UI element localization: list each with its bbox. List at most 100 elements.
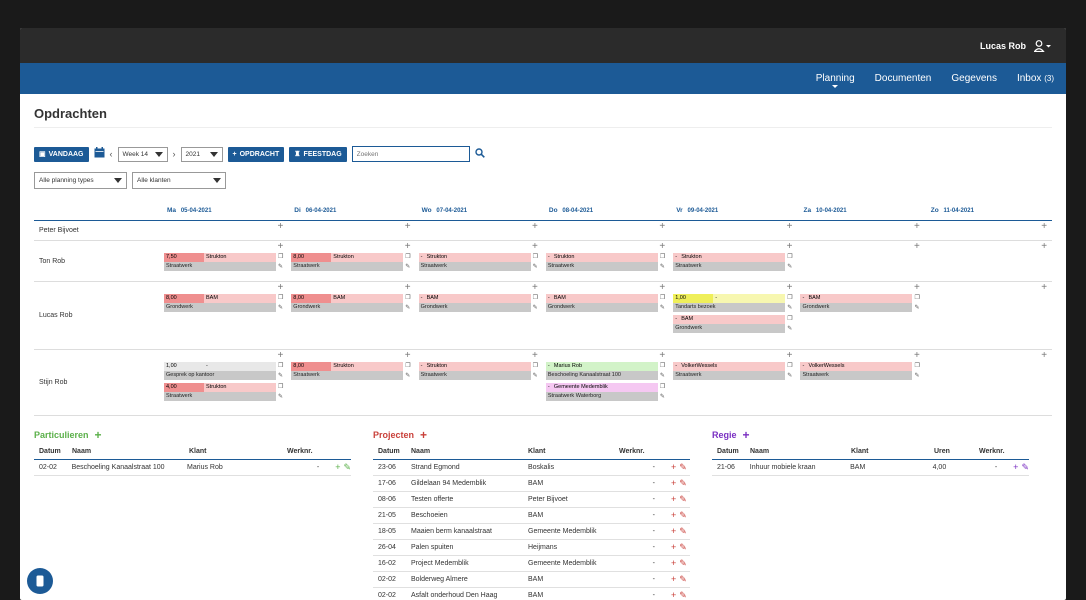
pencil-icon[interactable]: ✎ — [405, 305, 411, 311]
holiday-button[interactable]: ♜ FEESTDAG — [289, 146, 347, 162]
add-entry-icon[interactable]: + — [659, 282, 666, 293]
table-row[interactable]: 02-02 Asfalt onderhoud Den Haag BAM - + ✎ — [373, 588, 690, 600]
pencil-icon[interactable]: ✎ — [679, 478, 687, 488]
pencil-icon[interactable]: ✎ — [679, 526, 687, 536]
pencil-icon[interactable]: ✎ — [679, 574, 687, 584]
copy-icon[interactable]: ❐ — [914, 295, 920, 301]
table-row[interactable]: 21-05 Beschoeien BAM - + ✎ — [373, 508, 690, 524]
pencil-icon[interactable]: ✎ — [679, 590, 687, 600]
planning-entry[interactable]: 8,00 Strukton Straatwerk ❐ ✎ — [291, 362, 415, 381]
plus-icon[interactable]: + — [671, 478, 677, 488]
pencil-icon[interactable]: ✎ — [679, 542, 687, 552]
copy-icon[interactable]: ❐ — [914, 363, 920, 369]
add-entry-icon[interactable]: + — [532, 241, 538, 252]
add-entry-icon[interactable]: + — [659, 241, 666, 252]
next-week-icon[interactable]: › — [172, 149, 176, 159]
planning-entry[interactable]: 7,50 Strukton Straatwerk ❐ ✎ — [164, 253, 288, 272]
planning-entry[interactable]: - BAM Grondwerk ❐ ✎ — [800, 294, 924, 313]
plus-icon[interactable]: + — [671, 590, 677, 600]
plus-icon[interactable]: + — [671, 462, 677, 472]
pencil-icon[interactable]: ✎ — [532, 305, 538, 311]
add-entry-icon[interactable]: + — [913, 241, 920, 252]
planning-entry[interactable]: 1,00- Gesprek op kantoor ❐ ✎ — [164, 362, 288, 381]
mobile-app-button[interactable] — [27, 568, 53, 594]
nav-planning[interactable]: Planning — [815, 73, 855, 88]
add-entry-icon[interactable]: + — [532, 221, 538, 232]
plus-icon[interactable]: + — [671, 574, 677, 584]
add-entry-icon[interactable]: + — [404, 282, 411, 293]
copy-icon[interactable]: ❐ — [659, 254, 666, 260]
planning-entry[interactable]: - Strukton Straatwerk ❐ ✎ — [418, 362, 543, 381]
planning-entry[interactable]: 8,00 BAM Grondwerk ❐ ✎ — [164, 294, 288, 313]
copy-icon[interactable]: ❐ — [278, 384, 284, 390]
pencil-icon[interactable]: ✎ — [914, 305, 920, 311]
nav-inbox[interactable]: Inbox (3) — [1017, 73, 1054, 84]
table-row[interactable]: 21-06 Inhuur mobiele kraan BAM 4,00 - + ✎ — [712, 460, 1029, 476]
user-menu-icon[interactable] — [1034, 39, 1052, 53]
pencil-icon[interactable]: ✎ — [787, 264, 793, 270]
pencil-icon[interactable]: ✎ — [659, 394, 665, 400]
table-row[interactable]: 02-02 Beschoeling Kanaalstraat 100 Marius … — [34, 460, 351, 476]
calendar-picker-icon[interactable] — [94, 145, 105, 163]
pencil-icon[interactable]: ✎ — [787, 326, 793, 332]
table-row[interactable]: 16-02 Project Medemblik Gemeente Medemblik… — [373, 556, 690, 572]
table-row[interactable]: 23-06 Strand Egmond Boskalis - + ✎ — [373, 460, 690, 476]
add-entry-icon[interactable]: + — [659, 350, 666, 361]
pencil-icon[interactable]: ✎ — [679, 558, 687, 568]
add-entry-icon[interactable]: + — [1041, 350, 1048, 361]
plus-icon[interactable]: + — [1013, 462, 1019, 472]
planning-entry[interactable]: - BAM Grondwerk ❐ ✎ — [418, 294, 543, 313]
copy-icon[interactable]: ❐ — [405, 254, 411, 260]
planning-entry[interactable]: - BAM Grondwerk ❐ ✎ — [673, 315, 797, 334]
planning-entry[interactable]: - Gemeente Medemblik Straatwerk Waterborg ❐… — [545, 383, 670, 402]
pencil-icon[interactable]: ✎ — [532, 373, 538, 379]
add-entry-icon[interactable]: + — [1041, 282, 1048, 293]
plus-icon[interactable]: + — [671, 542, 677, 552]
plus-icon[interactable]: + — [671, 558, 677, 568]
planning-entry[interactable]: 8,00 Strukton Straatwerk ❐ ✎ — [291, 253, 415, 272]
pencil-icon[interactable]: ✎ — [787, 373, 793, 379]
add-entry-icon[interactable]: + — [1041, 241, 1048, 252]
planning-entry[interactable]: 1,00- Tandarts bezoek ❐ ✎ — [673, 294, 797, 313]
add-particulieren-icon[interactable]: + — [94, 428, 102, 442]
prev-week-icon[interactable]: ‹ — [109, 149, 113, 159]
add-entry-icon[interactable]: + — [277, 350, 284, 361]
pencil-icon[interactable]: ✎ — [679, 510, 687, 520]
add-entry-icon[interactable]: + — [532, 350, 538, 361]
pencil-icon[interactable]: ✎ — [278, 394, 284, 400]
add-entry-icon[interactable]: + — [913, 282, 920, 293]
add-entry-icon[interactable]: + — [277, 282, 284, 293]
add-entry-icon[interactable]: + — [404, 241, 411, 252]
copy-icon[interactable]: ❐ — [278, 254, 284, 260]
table-row[interactable]: 26-04 Palen spuiten Heijmans - + ✎ — [373, 540, 690, 556]
planning-entry[interactable]: - Strukton Straatwerk ❐ ✎ — [418, 253, 543, 272]
pencil-icon[interactable]: ✎ — [679, 462, 687, 472]
copy-icon[interactable]: ❐ — [278, 363, 284, 369]
copy-icon[interactable]: ❐ — [532, 254, 538, 260]
copy-icon[interactable]: ❐ — [787, 295, 793, 301]
copy-icon[interactable]: ❐ — [278, 295, 284, 301]
copy-icon[interactable]: ❐ — [659, 295, 666, 301]
planning-entry[interactable]: - BAM Grondwerk ❐ ✎ — [545, 294, 670, 313]
add-entry-icon[interactable]: + — [913, 221, 920, 232]
planning-entry[interactable]: - Marius Rob Beschoeling Kanaalstraat 100 ❐… — [545, 362, 670, 381]
client-select[interactable]: Alle klanten — [132, 172, 226, 189]
pencil-icon[interactable]: ✎ — [405, 264, 411, 270]
planning-entry[interactable]: - VolkerWessels Straatwerk ❐ ✎ — [673, 362, 797, 381]
nav-gegevens[interactable]: Gegevens — [951, 73, 997, 84]
planning-entry[interactable]: - Strukton Straatwerk ❐ ✎ — [673, 253, 797, 272]
search-input[interactable] — [351, 146, 470, 162]
add-entry-icon[interactable]: + — [786, 282, 793, 293]
copy-icon[interactable]: ❐ — [659, 363, 666, 369]
copy-icon[interactable]: ❐ — [532, 295, 538, 301]
pencil-icon[interactable]: ✎ — [532, 264, 538, 270]
add-entry-icon[interactable]: + — [277, 221, 284, 232]
copy-icon[interactable]: ❐ — [787, 316, 793, 322]
copy-icon[interactable]: ❐ — [405, 363, 411, 369]
add-entry-icon[interactable]: + — [277, 241, 284, 252]
nav-documenten[interactable]: Documenten — [874, 73, 932, 84]
add-entry-icon[interactable]: + — [404, 221, 411, 232]
copy-icon[interactable]: ❐ — [532, 363, 538, 369]
table-row[interactable]: 02-02 Bolderweg Almere BAM - + ✎ — [373, 572, 690, 588]
pencil-icon[interactable]: ✎ — [278, 264, 284, 270]
